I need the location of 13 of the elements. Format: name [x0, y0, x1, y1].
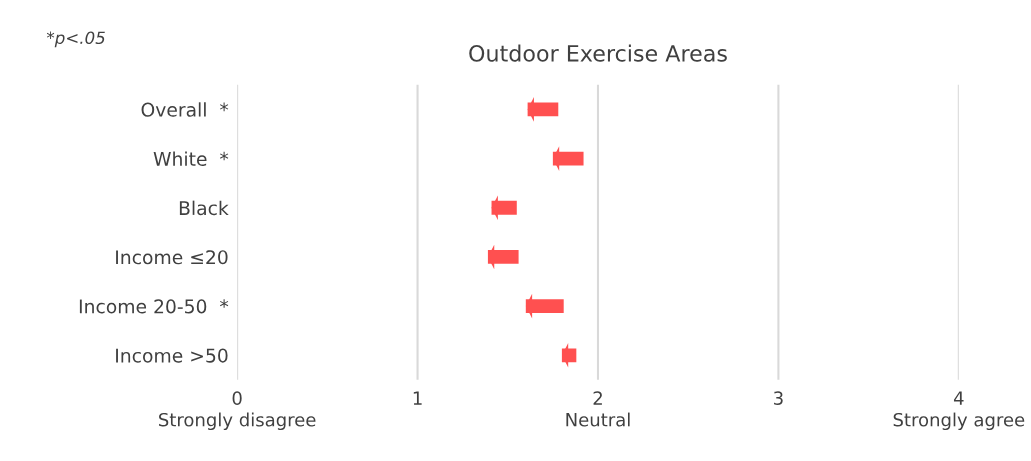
x-tick-label: 1	[413, 391, 422, 405]
chart-title: Outdoor Exercise Areas	[469, 44, 727, 62]
y-tick-label: Income 20-50 *	[79, 299, 229, 314]
text: *p<.05	[46, 31, 105, 48]
y-tick-label: Income ≤20	[116, 250, 228, 265]
x-tick-label: 3	[774, 391, 783, 405]
y-tick-label: Income >50	[116, 348, 228, 363]
x-tick-label: 0 Strongly disagree	[159, 391, 316, 431]
y-tick-label: Overall *	[141, 102, 229, 117]
x-tick-label: 4 Strongly agree	[893, 391, 1025, 431]
x-tick-label: 2 Neutral	[566, 391, 630, 427]
y-tick-label: White *	[153, 151, 229, 166]
y-tick-label: Black	[179, 200, 229, 216]
